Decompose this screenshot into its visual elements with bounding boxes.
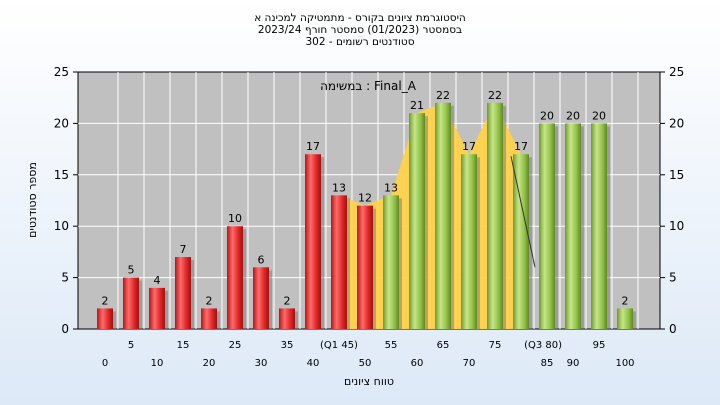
- x-tick-label: 60: [411, 358, 424, 369]
- chart-title-line-2: בסמסטר (01/2023) סמסטר חורף 2023/24: [257, 24, 463, 36]
- bar-35: [279, 308, 295, 329]
- y-tick-label-right: 20: [669, 116, 684, 130]
- bar-40: [305, 154, 321, 329]
- bar-80: [513, 154, 529, 329]
- x-ticks-layer: 5 15 25 35 (Q1 45) 55 65 75 (Q3 80) 95 0 10 20 30 40 50…: [102, 340, 635, 369]
- chart-title-line-1: היסטוגרמת ציונים בקורס - מתמטיקה למכינה …: [254, 12, 466, 24]
- x-tick-label: (Q3 80): [524, 340, 562, 351]
- x-tick-label: 100: [615, 358, 634, 369]
- quartile-marker-line: [510, 156, 536, 268]
- y-tick-label-left: 0: [61, 322, 69, 336]
- bar-25: [227, 226, 243, 329]
- data-label-70: 17: [462, 140, 476, 153]
- data-label-25: 10: [228, 212, 242, 225]
- data-label-0: 2: [102, 294, 109, 307]
- x-tick-label: 95: [593, 340, 606, 351]
- data-label-65: 22: [436, 89, 450, 102]
- x-tick-label: 0: [102, 358, 108, 369]
- data-label-35: 2: [284, 294, 291, 307]
- y-tick-label-right: 0: [669, 322, 677, 336]
- y-tick-label-left: 5: [61, 271, 69, 285]
- bar-15: [175, 257, 191, 329]
- bar-0: [97, 308, 113, 329]
- data-labels-layer: 2 5 4 7 2 10 6 2 17 13 12 13 21 22 17 22 17 20 20 20 2: [102, 89, 629, 308]
- bar-30: [253, 267, 269, 329]
- data-label-95: 20: [592, 109, 606, 122]
- bar-95: [591, 123, 607, 330]
- data-label-20: 2: [206, 294, 213, 307]
- x-tick-label: 10: [151, 358, 164, 369]
- data-label-10: 4: [154, 274, 161, 287]
- y-tick-label-left: 20: [54, 116, 69, 130]
- x-tick-label: 90: [567, 358, 580, 369]
- x-tick-label: 85: [541, 358, 554, 369]
- data-label-100: 2: [622, 294, 629, 307]
- data-label-15: 7: [180, 243, 187, 256]
- bar-65: [435, 102, 451, 329]
- y-tick-label-right: 25: [669, 65, 684, 79]
- data-label-30: 6: [258, 253, 265, 266]
- x-tick-label: 25: [229, 340, 242, 351]
- x-tick-label: 50: [359, 358, 372, 369]
- bar-55: [383, 195, 399, 329]
- x-tick-label: 40: [307, 358, 320, 369]
- x-tick-label: 15: [177, 340, 190, 351]
- data-label-50: 12: [358, 192, 372, 205]
- bar-90: [565, 123, 581, 330]
- x-tick-label: 70: [463, 358, 476, 369]
- x-tick-label: (Q1 45): [320, 340, 358, 351]
- chart-annotation: במשימה : Final_A: [320, 79, 417, 93]
- bars-layer: [97, 102, 636, 330]
- bar-75: [487, 102, 503, 329]
- bar-60: [409, 113, 425, 330]
- bar-45: [331, 195, 347, 329]
- bar-50: [357, 205, 373, 329]
- bar-70: [461, 154, 477, 329]
- y-tick-label-left: 10: [54, 219, 69, 233]
- y-tick-label-left: 15: [54, 168, 69, 182]
- x-tick-label: 75: [489, 340, 502, 351]
- x-tick-label: 5: [128, 340, 134, 351]
- x-tick-label: 65: [437, 340, 450, 351]
- data-label-85: 20: [540, 109, 554, 122]
- bar-85: [539, 123, 555, 330]
- bar-10: [149, 287, 165, 329]
- bar-100: [617, 308, 633, 329]
- y-tick-label-right: 10: [669, 219, 684, 233]
- x-tick-label: 20: [203, 358, 216, 369]
- x-tick-label: 30: [255, 358, 268, 369]
- data-label-40: 17: [306, 140, 320, 153]
- data-label-80: 17: [514, 140, 528, 153]
- data-label-55: 13: [384, 181, 398, 194]
- y-tick-label-right: 5: [669, 271, 677, 285]
- bar-5: [123, 277, 139, 329]
- x-tick-label: 35: [281, 340, 294, 351]
- data-label-60: 21: [410, 99, 424, 112]
- chart-title-line-3: 302 - סטודנטים רשומים: [305, 36, 415, 48]
- data-label-45: 13: [332, 181, 346, 194]
- y-axis-title: מספר סטודנטים: [26, 162, 39, 238]
- x-axis-title: טווח ציונים: [344, 375, 394, 388]
- data-label-90: 20: [566, 109, 580, 122]
- data-label-75: 22: [488, 89, 502, 102]
- x-tick-label: 55: [385, 340, 398, 351]
- bar-20: [201, 308, 217, 329]
- y-tick-label-right: 15: [669, 168, 684, 182]
- data-label-5: 5: [128, 264, 135, 277]
- y-tick-label-left: 25: [54, 65, 69, 79]
